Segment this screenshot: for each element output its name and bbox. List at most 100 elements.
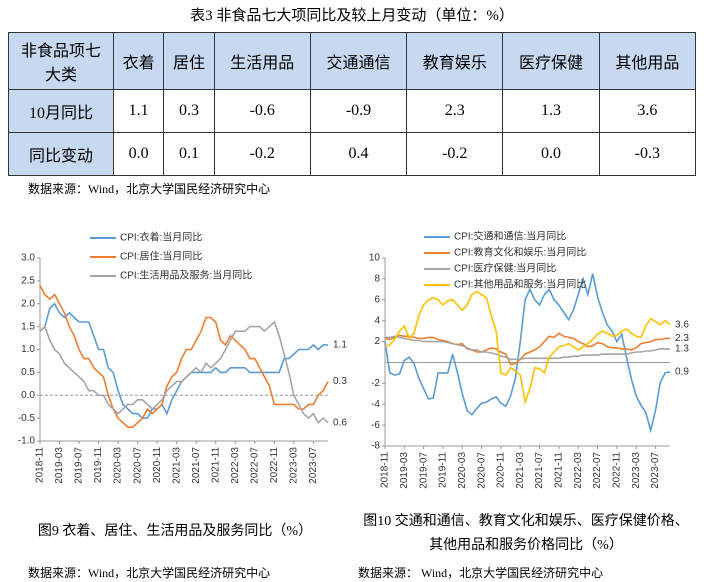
end-label: 3.6: [675, 319, 689, 330]
table-cell: 同比变动: [8, 132, 114, 176]
source: 数据来源：Wind，北京大学国民经济研究中心: [28, 182, 271, 196]
table-cell: -0.6: [213, 89, 311, 133]
x-tick-label: 2022-11: [269, 447, 280, 483]
table-cell: 0.1: [163, 132, 215, 176]
x-tick-label: 2020-03: [457, 452, 468, 489]
legend-label: CPI:衣着:当月同比: [120, 231, 202, 244]
y-tick-label: -0.5: [18, 413, 36, 424]
source: 数据来源： Wind，北京大学国民经济研究中心: [358, 566, 604, 580]
table-cell: 教育娱乐: [406, 32, 504, 90]
legend-label: CPI:生活用品及服务:当月同比: [120, 269, 252, 282]
x-tick-label: 2019-07: [418, 452, 429, 489]
x-tick-label: 2023-03: [631, 452, 642, 489]
x-tick-label: 2021-07: [534, 452, 545, 489]
x-tick-label: 2021-03: [515, 452, 526, 489]
table-cell: 3.6: [598, 89, 697, 133]
x-tick-label: 2022-03: [573, 452, 584, 489]
x-tick-label: 2019-03: [399, 452, 410, 489]
y-tick-label: -6: [371, 420, 380, 431]
x-tick-label: 2022-07: [592, 452, 603, 489]
table-row: 同比变动 0.0 0.1 -0.2 0.4 -0.2 0.0 -0.3: [8, 132, 697, 176]
x-tick-label: 2023-07: [308, 447, 319, 484]
table-cell: 居住: [163, 32, 215, 90]
y-tick-label: 1.0: [21, 344, 35, 355]
table-cell: 生活用品: [213, 32, 311, 90]
series-line: [384, 273, 671, 434]
table-cell: -0.3: [598, 132, 697, 176]
y-tick-label: 8: [374, 274, 380, 285]
y-tick-label: 4: [374, 315, 380, 326]
y-tick-label: 6: [374, 294, 380, 305]
table-cell: 0.0: [112, 132, 165, 176]
y-tick-label: 3.0: [21, 253, 35, 264]
table-cell: 衣着: [112, 32, 165, 90]
caption: 图9 衣着、居住、生活用品及服务同比（%）: [37, 524, 313, 539]
end-label: 0.3: [333, 376, 347, 387]
table-cell: -0.9: [309, 89, 408, 133]
table-cell: 交通通信: [309, 32, 408, 90]
y-tick-label: 0.0: [21, 390, 35, 401]
end-label: 0.6: [333, 417, 347, 428]
table-cell: 10月同比: [8, 89, 114, 133]
x-tick-label: 2021-11: [554, 452, 565, 488]
table-cell: 其他用品: [598, 32, 697, 90]
y-tick-label: -2: [371, 378, 380, 389]
legend-label: CPI:交通和通信:当月同比: [454, 230, 566, 243]
x-tick-label: 2019-11: [438, 452, 449, 488]
y-tick-label: 2.5: [21, 276, 35, 287]
series-line: [384, 332, 670, 366]
y-tick-label: 10: [369, 253, 381, 264]
x-tick-label: 2020-07: [132, 447, 143, 484]
chart: -1.0 -0.5 0.0 0.5 1.0 1.5 2.0 2.5 3.0 2018-11 2019…: [18, 231, 348, 484]
series-line: [384, 290, 671, 406]
chart: -8 -6 -4 -2 2 4 6 8 10 2018-11 2019-03 2019-07 2019-…: [369, 230, 689, 489]
x-tick-label: 2023-03: [288, 447, 299, 484]
table-cell: 0.0: [502, 132, 600, 176]
x-tick-label: 2019-07: [74, 447, 85, 484]
x-tick-label: 2022-03: [230, 447, 241, 484]
y-tick-label: 2: [374, 336, 380, 347]
table: 非食品项七大类 衣着 居住 生活用品 交通通信 教育娱乐 医疗保健 其他用品 10月同比 1.1 0…: [8, 32, 697, 176]
x-tick-label: 2022-11: [612, 452, 623, 488]
end-label: 1.1: [333, 340, 347, 351]
end-label: 0.9: [675, 366, 689, 377]
x-tick-label: 2018-11: [35, 447, 46, 483]
caption: 图10 交通和通信、教育文化和娱乐、医疗保健价格、其他用品和服务价格同比（%）: [363, 514, 689, 553]
x-tick-label: 2022-07: [249, 447, 260, 484]
x-tick-label: 2021-11: [210, 447, 221, 483]
x-tick-label: 2023-07: [650, 452, 661, 489]
end-label: 2.3: [675, 333, 689, 344]
series-line: [39, 285, 329, 429]
y-tick-label: 2.0: [21, 298, 35, 309]
legend-label: CPI:教育文化和娱乐:当月同比: [454, 246, 586, 259]
table-cell: -0.2: [213, 132, 311, 176]
table-row: 10月同比 1.1 0.3 -0.6 -0.9 2.3 1.3 3.6: [8, 89, 697, 133]
table-cell: -0.2: [406, 132, 504, 176]
table-cell: 1.1: [112, 89, 165, 133]
table-title: 表3 非食品七大项同比及较上月变动（单位：%）: [190, 8, 514, 24]
table-cell: 1.3: [502, 89, 600, 133]
series-line: [39, 320, 329, 425]
table-cell: 医疗保健: [502, 32, 600, 90]
x-tick-label: 2020-03: [113, 447, 124, 484]
legend-label: CPI:医疗保健:当月同比: [454, 262, 556, 275]
source: 数据来源：Wind，北京大学国民经济研究中心: [28, 566, 271, 580]
x-tick-label: 2019-11: [93, 447, 104, 483]
y-tick-label: 0.5: [21, 367, 35, 378]
legend-label: CPI:居住:当月同比: [120, 250, 202, 263]
table-cell: 2.3: [406, 89, 504, 133]
table-cell: 0.3: [163, 89, 215, 133]
x-tick-label: 2020-11: [496, 452, 507, 488]
x-tick-label: 2018-11: [380, 452, 391, 488]
table-cell: 非食品项七大类: [8, 32, 114, 90]
series-line: [385, 335, 670, 361]
y-tick-label: -4: [371, 399, 380, 410]
x-tick-label: 2019-03: [54, 447, 65, 484]
y-tick-label: -1.0: [18, 436, 36, 447]
x-tick-label: 2021-07: [191, 447, 202, 484]
end-label: 1.3: [675, 344, 689, 355]
table-cell: 0.4: [309, 132, 408, 176]
series-line: [39, 302, 328, 419]
x-tick-label: 2021-03: [171, 447, 182, 484]
